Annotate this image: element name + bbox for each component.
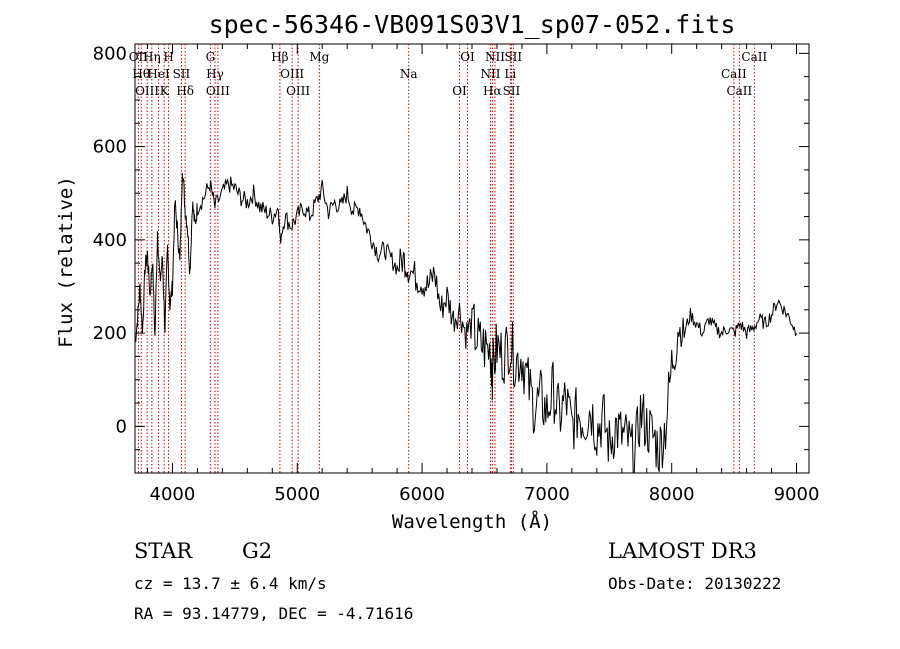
marker-label: SII: [504, 50, 522, 64]
marker-label: Hη: [143, 50, 161, 64]
marker-label: G: [206, 50, 216, 64]
observation-date: Obs-Date: 20130222: [608, 574, 781, 593]
marker-label: CaII: [726, 84, 752, 98]
x-tick-label: 8000: [649, 484, 695, 505]
plot-frame: [134, 43, 810, 474]
marker-label: Hδ: [176, 84, 194, 98]
x-axis-label: Wavelength (Å): [392, 510, 552, 533]
y-tick-label: 400: [93, 230, 127, 251]
marker-label: OIII: [135, 84, 159, 98]
y-axis-label: Flux (relative): [55, 176, 77, 348]
marker-label: OI: [452, 84, 467, 98]
marker-label: K: [160, 84, 170, 98]
marker-label: OI: [460, 50, 475, 64]
marker-label: CaII: [721, 67, 747, 81]
marker-label: Hα: [483, 84, 502, 98]
marker-label: OIII: [286, 84, 310, 98]
object-class: STAR: [134, 539, 193, 563]
x-tick-label: 4000: [150, 484, 196, 505]
marker-label: Mg: [309, 50, 329, 64]
x-tick-label: 6000: [399, 484, 445, 505]
ra-dec-coordinates: RA = 93.14779, DEC = -4.71616: [134, 604, 413, 623]
marker-label: CaII: [741, 50, 767, 64]
marker-label: OIII: [206, 84, 230, 98]
x-axis-ticks: 4000 5000 6000 7000 8000 9000: [146, 44, 820, 505]
x-tick-label: 7000: [524, 484, 570, 505]
y-tick-label: 0: [116, 416, 127, 437]
emission-line-markers: [137, 44, 755, 473]
marker-label: Hθ: [132, 67, 150, 81]
marker-label: NII: [485, 50, 505, 64]
x-tick-label: 9000: [774, 484, 820, 505]
marker-label: Hγ: [206, 67, 224, 81]
y-axis-ticks: 0 200 400 600 800: [93, 43, 809, 474]
marker-label: OIII: [280, 67, 304, 81]
marker-label: Na: [400, 67, 418, 81]
marker-label: Hβ: [271, 50, 288, 64]
emission-line-labels: OIIHθOIIIHηHeIKHSIIHδGHγOIIIHβOIIIOIIIMg…: [129, 50, 768, 98]
marker-label: NII: [480, 67, 500, 81]
marker-label: H: [163, 50, 173, 64]
y-tick-label: 800: [93, 43, 127, 64]
survey-name: LAMOST DR3: [608, 539, 757, 563]
spectrum-line: [134, 172, 797, 474]
x-tick-label: 5000: [274, 484, 320, 505]
marker-label: SII: [173, 67, 191, 81]
chart-title: spec-56346-VB091S03V1_sp07-052.fits: [209, 10, 736, 39]
marker-label: Li: [504, 67, 516, 81]
marker-label: SII: [503, 84, 521, 98]
redshift-cz: cz = 13.7 ± 6.4 km/s: [134, 574, 327, 593]
marker-label: HeI: [147, 67, 170, 81]
y-tick-label: 600: [93, 137, 127, 158]
spectrum-series: [134, 172, 797, 474]
y-tick-label: 200: [93, 323, 127, 344]
object-subclass: G2: [242, 539, 272, 563]
